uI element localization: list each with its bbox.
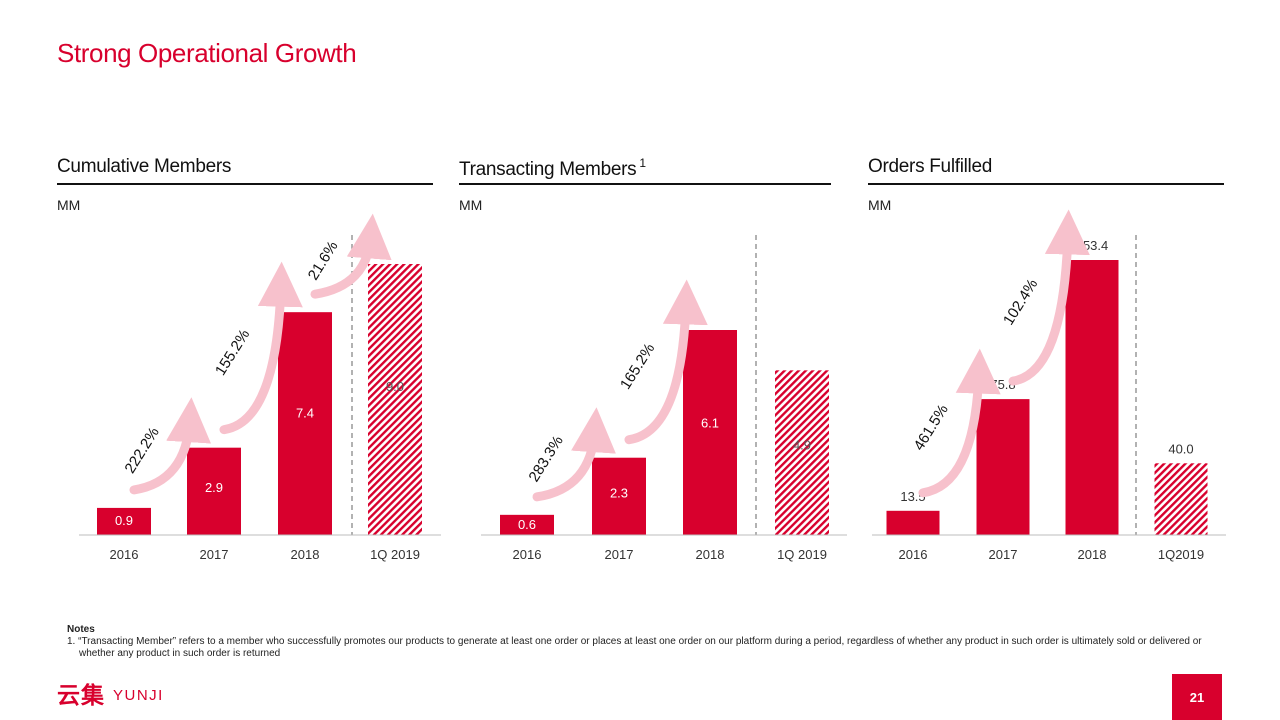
x-tick-label: 1Q2019 xyxy=(1158,547,1204,562)
logo-chinese-text: 云集 xyxy=(57,683,105,709)
bar-chart-svg: 2016 2017 2018 1Q 2019 0.6 2.3 6.1 4.9 283.3% 165… xyxy=(481,235,847,562)
data-label: 7.4 xyxy=(296,405,314,420)
growth-rate-label: 461.5% xyxy=(910,401,951,453)
x-tick-label: 2018 xyxy=(291,547,320,562)
chart-title-text: Orders Fulfilled xyxy=(868,156,993,177)
x-tick-label: 1Q 2019 xyxy=(777,547,827,562)
growth-arrow xyxy=(310,213,392,299)
chart-panel-cumulative-members: Cumulative Members MM 2016 2017 2018 1Q 201… xyxy=(57,150,441,580)
footnote-marker: 1 xyxy=(639,156,646,170)
bar-2016 xyxy=(886,510,940,535)
unit-label: MM xyxy=(868,197,892,213)
x-tick-label: 2017 xyxy=(989,547,1018,562)
data-label: 6.1 xyxy=(701,415,719,430)
chart-title-text: Cumulative Members xyxy=(57,156,232,177)
footnote-1: 1. “Transacting Member” refers to a memb… xyxy=(67,636,1202,659)
title-underline xyxy=(459,183,831,185)
bar-1q2019 xyxy=(1154,463,1208,535)
bar-2017 xyxy=(592,457,646,535)
data-label: 153.4 xyxy=(1076,238,1109,253)
bar-2017 xyxy=(187,447,241,535)
notes-heading: Notes xyxy=(67,624,95,635)
x-tick-label: 2016 xyxy=(899,547,928,562)
chart-title: Orders Fulfilled xyxy=(868,156,992,178)
data-label: 2.3 xyxy=(610,485,628,500)
growth-rate-label: 102.4% xyxy=(1000,276,1041,328)
x-tick-label: 2017 xyxy=(605,547,634,562)
title-underline xyxy=(868,183,1224,185)
bar-2018 xyxy=(278,312,332,535)
growth-rate-label: 222.2% xyxy=(121,424,162,476)
bar-2016 xyxy=(500,514,554,535)
bar-1q-2019 xyxy=(775,370,829,535)
x-tick-label: 2016 xyxy=(110,547,139,562)
data-label: 4.9 xyxy=(793,437,811,452)
title-underline xyxy=(57,183,433,185)
growth-arrow xyxy=(129,397,212,495)
growth-arrow xyxy=(918,348,1001,498)
bar-2016 xyxy=(97,507,151,535)
yunji-logo: 云集 YUNJI xyxy=(57,676,164,710)
bar-2018 xyxy=(1065,260,1119,535)
unit-label: MM xyxy=(459,197,483,213)
x-tick-label: 2018 xyxy=(696,547,725,562)
bar-1q-2019 xyxy=(368,264,422,535)
growth-rate-label: 155.2% xyxy=(212,326,253,378)
footnotes: Notes 1. “Transacting Member” refers to … xyxy=(67,624,1207,660)
x-tick-label: 2017 xyxy=(200,547,229,562)
chart-panel-orders-fulfilled: Orders Fulfilled MM 2016 2017 2018 1Q2019 13… xyxy=(868,150,1252,580)
growth-rate-label: 283.3% xyxy=(525,433,566,485)
bar-chart-svg: 2016 2017 2018 1Q 2019 0.9 2.9 7.4 9.0 222.2% 155… xyxy=(79,213,441,562)
growth-arrow xyxy=(532,407,616,502)
chart-title: Transacting Members 1 xyxy=(459,156,646,181)
x-tick-label: 2016 xyxy=(513,547,542,562)
x-tick-label: 2018 xyxy=(1078,547,1107,562)
data-label: 0.9 xyxy=(115,513,133,528)
page-number: 21 xyxy=(1172,674,1222,720)
data-label: 2.9 xyxy=(205,480,223,495)
growth-arrow xyxy=(1008,209,1090,386)
bar-2018 xyxy=(683,330,737,535)
growth-arrow xyxy=(624,279,708,445)
data-label: 0.6 xyxy=(518,517,536,532)
logo-english-text: YUNJI xyxy=(113,687,164,704)
chart-title-text: Transacting Members xyxy=(459,159,637,180)
growth-rate-label: 165.2% xyxy=(617,340,658,392)
slide-title: Strong Operational Growth xyxy=(57,38,357,68)
chart-panel-transacting-members: Transacting Members 1 MM 2016 2017 2018 1Q 2… xyxy=(459,150,847,580)
bar-chart-svg: 2016 2017 2018 1Q201913.575.8153.440.0461.5… xyxy=(872,209,1226,562)
x-tick-label: 1Q 2019 xyxy=(370,547,420,562)
data-label: 40.0 xyxy=(1168,441,1193,456)
growth-arrow xyxy=(219,261,303,435)
growth-rate-label: 21.6% xyxy=(305,238,342,283)
bar-2017 xyxy=(976,399,1030,535)
chart-title: Cumulative Members xyxy=(57,156,231,178)
unit-label: MM xyxy=(57,197,81,213)
data-label: 9.0 xyxy=(386,379,404,394)
